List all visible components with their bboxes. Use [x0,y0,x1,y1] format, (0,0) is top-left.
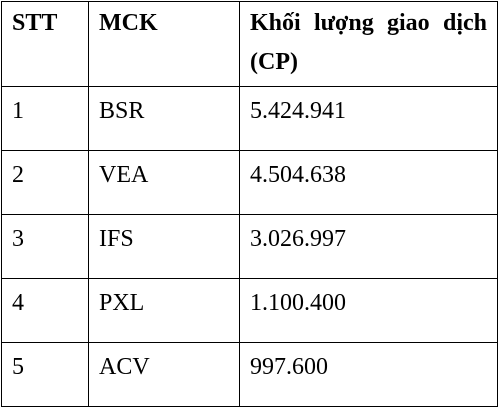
table-row: 5 ACV 997.600 [1,342,498,407]
table-cell: 2 [1,150,89,215]
table-row: 3 IFS 3.026.997 [1,214,498,279]
table-body: 1 BSR 5.424.941 2 VEA 4.504.638 3 IFS 3.026.997 4… [1,86,498,407]
table-row: 4 PXL 1.100.400 [1,278,498,343]
table-cell: 997.600 [239,342,498,407]
table-row: 1 BSR 5.424.941 [1,86,498,151]
header-cell: Khối lượng giao dịch (CP) [239,1,498,87]
table-row: 2 VEA 4.504.638 [1,150,498,215]
table-cell: 1.100.400 [239,278,498,343]
table-cell: 3 [1,214,89,279]
table-cell: VEA [88,150,240,215]
table-cell: 5.424.941 [239,86,498,151]
header-cell: MCK [88,1,240,87]
table-cell: 5 [1,342,89,407]
table: STT MCK Khối lượng giao dịch (CP) 1 BSR 5.… [1,1,498,407]
table-cell: 4 [1,278,89,343]
table-cell: ACV [88,342,240,407]
header-cell: STT [1,1,89,87]
table-cell: 3.026.997 [239,214,498,279]
table-cell: 1 [1,86,89,151]
table-cell: 4.504.638 [239,150,498,215]
table-header: STT MCK Khối lượng giao dịch (CP) [1,1,498,87]
table-cell: PXL [88,278,240,343]
table-cell: BSR [88,86,240,151]
header-row: STT MCK Khối lượng giao dịch (CP) [1,1,498,87]
table-cell: IFS [88,214,240,279]
